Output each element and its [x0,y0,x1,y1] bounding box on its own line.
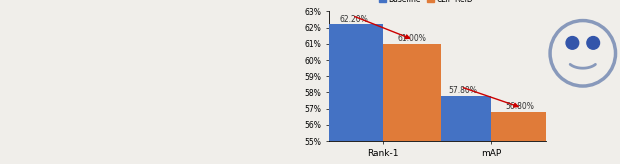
Bar [383,44,441,164]
Text: 57.80%: 57.80% [448,86,477,95]
Bar [325,24,383,164]
Legend: Baseline, CLIP-ReID: Baseline, CLIP-ReID [376,0,477,7]
Text: 56.80%: 56.80% [506,102,534,111]
Circle shape [587,37,600,49]
Text: 61.00%: 61.00% [397,34,426,43]
Bar [433,96,491,164]
Bar [492,112,549,164]
Text: 62.20%: 62.20% [340,15,368,24]
Circle shape [566,37,578,49]
